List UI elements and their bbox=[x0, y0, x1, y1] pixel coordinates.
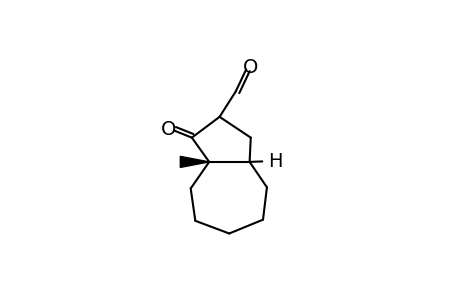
Text: O: O bbox=[242, 58, 258, 77]
Text: H: H bbox=[268, 152, 282, 171]
Polygon shape bbox=[180, 156, 209, 167]
Text: O: O bbox=[161, 120, 176, 139]
